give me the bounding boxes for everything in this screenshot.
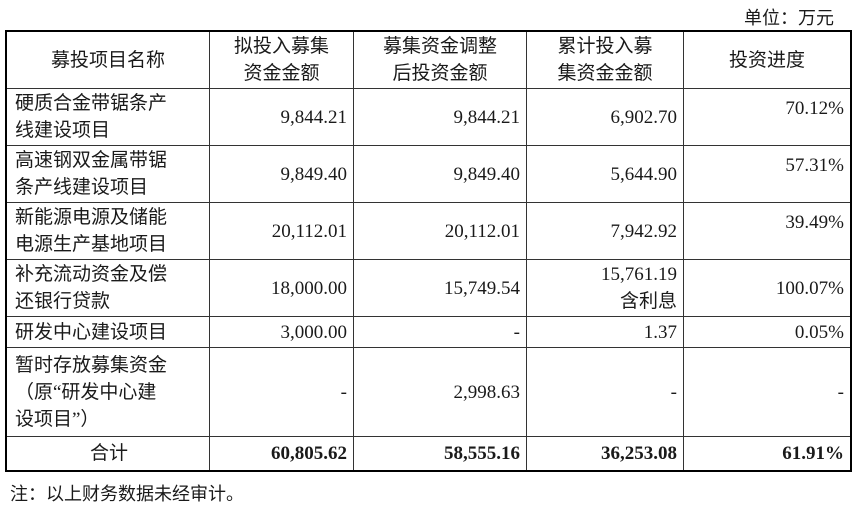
cumulative-value: 7,942.92 (610, 220, 678, 242)
progress: 57.31% (683, 145, 852, 203)
header-text: 募投项目名称 (50, 49, 165, 71)
table-header-row: 募投项目名称 拟投入募集 资金金额 募集资金调整 后投资金额 累计投入募 集资金金额 … (5, 30, 852, 89)
total-cumulative: 36,253.08 (526, 436, 684, 472)
cumulative-amount: 15,761.19 含利息 (526, 259, 684, 317)
progress: 39.49% (683, 202, 852, 260)
header-progress: 投资进度 (683, 30, 852, 89)
project-name: 高速钢双金属带锯 条产线建设项目 (5, 145, 210, 203)
project-name: 新能源电源及储能 电源生产基地项目 (5, 202, 210, 260)
project-name-line: 还银行贷款 (15, 291, 111, 312)
total-progress: 61.91% (683, 436, 852, 472)
header-text: 拟投入募集 (233, 36, 329, 57)
adjusted-amount: 20,112.01 (353, 202, 527, 260)
header-adjusted: 募集资金调整 后投资金额 (353, 30, 527, 89)
progress: - (683, 347, 852, 437)
project-name: 补充流动资金及偿 还银行贷款 (5, 259, 210, 317)
header-planned: 拟投入募集 资金金额 (209, 30, 354, 89)
cumulative-amount: 6,902.70 (526, 88, 684, 146)
planned-amount: 3,000.00 (209, 316, 354, 348)
adjusted-amount: 9,849.40 (353, 145, 527, 203)
header-text: 投资进度 (728, 49, 805, 71)
progress: 100.07% (683, 259, 852, 317)
cumulative-amount: 5,644.90 (526, 145, 684, 203)
planned-amount: 20,112.01 (209, 202, 354, 260)
planned-amount: 9,844.21 (209, 88, 354, 146)
planned-amount: 9,849.40 (209, 145, 354, 203)
table-row: 研发中心建设项目 3,000.00- 1.37 0.05% (5, 316, 852, 348)
adjusted-amount: - (353, 316, 527, 348)
header-text: 资金金额 (243, 63, 320, 84)
project-name-line: 线建设项目 (15, 120, 111, 141)
total-row: 合计 60,805.62 58,555.16 36,253.08 61.91% (5, 436, 852, 472)
planned-amount: 18,000.00 (209, 259, 354, 317)
project-name: 硬质合金带锯条产 线建设项目 (5, 88, 210, 146)
table-row: 补充流动资金及偿 还银行贷款 18,000.00 15,749.54 15,761.19… (5, 259, 852, 317)
cumulative-amount: - (526, 347, 684, 437)
adjusted-amount: 9,844.21 (353, 88, 527, 146)
project-name-line: 条产线建设项目 (15, 177, 149, 198)
project-name-line: 电源生产基地项目 (15, 234, 168, 255)
cumulative-value: 15,761.19 (601, 264, 677, 285)
adjusted-amount: 15,749.54 (353, 259, 527, 317)
unit-label: 单位：万元 (744, 8, 834, 28)
cumulative-value: 6,902.70 (610, 106, 678, 128)
project-name-line: 设项目”） (15, 408, 100, 430)
header-text: 累计投入募 (557, 36, 653, 57)
total-label: 合计 (5, 436, 210, 472)
planned-amount: - (209, 347, 354, 437)
progress: 70.12% (683, 88, 852, 146)
cumulative-value: 5,644.90 (610, 163, 678, 185)
project-name: 研发中心建设项目 (5, 316, 210, 348)
header-project-name: 募投项目名称 (5, 30, 210, 89)
project-name-line: 研发中心建设项目 (15, 321, 168, 343)
header-text: 后投资金额 (392, 63, 488, 84)
table-row: 暂时存放募集资金 （原“研发中心建 设项目”） -2,998.63- - (5, 347, 852, 437)
total-adjusted: 58,555.16 (353, 436, 527, 472)
cumulative-amount: 7,942.92 (526, 202, 684, 260)
table-row: 新能源电源及储能 电源生产基地项目 20,112.01 20,112.01 7,942.… (5, 202, 852, 260)
cumulative-value: 1.37 (643, 321, 677, 343)
table-row: 高速钢双金属带锯 条产线建设项目 9,849.40 9,849.40 5,644.90 5… (5, 145, 852, 203)
header-cumulative: 累计投入募集资金金额 (526, 30, 684, 89)
project-name-line: 暂时存放募集资金 (15, 354, 168, 376)
project-name-line: 新能源电源及储能 (15, 207, 168, 228)
project-name-line: 高速钢双金属带锯 (15, 150, 168, 171)
footnote: 注：以上财务数据未经审计。 (10, 484, 244, 504)
table-row: 硬质合金带锯条产 线建设项目 9,844.21 9,844.21 6,902.70 70.… (5, 88, 852, 146)
total-planned: 60,805.62 (209, 436, 354, 472)
cumulative-amount: 1.37 (526, 316, 684, 348)
fund-usage-table: 募投项目名称 拟投入募集 资金金额 募集资金调整 后投资金额 累计投入募 集资金金额 … (5, 30, 852, 472)
cumulative-note: 含利息 (619, 291, 677, 312)
progress: 0.05% (683, 316, 852, 348)
header-text: 募集资金调整 (382, 36, 497, 57)
adjusted-amount: 2,998.63 (353, 347, 527, 437)
header-text: 集资金金额 (557, 63, 653, 84)
cumulative-value: - (670, 381, 677, 403)
project-name: 暂时存放募集资金 （原“研发中心建 设项目”） (5, 347, 210, 437)
project-name-line: 补充流动资金及偿 (15, 264, 168, 285)
project-name-line: 硬质合金带锯条产 (15, 93, 168, 114)
project-name-line: （原“研发中心建 (15, 381, 157, 403)
